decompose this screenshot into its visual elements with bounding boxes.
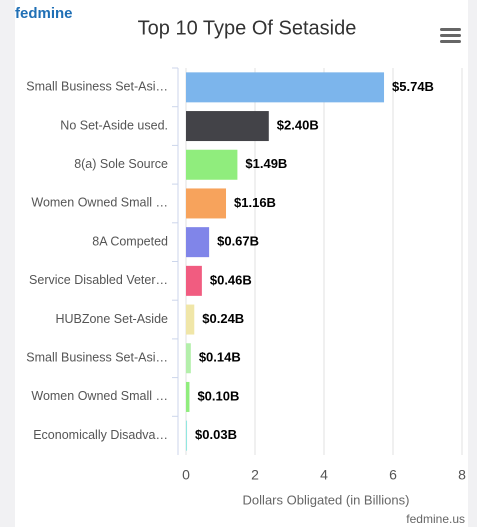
x-tick-label: 0 xyxy=(182,467,190,483)
chart-title: Top 10 Type Of Setaside xyxy=(138,17,357,39)
bar xyxy=(186,265,202,296)
value-label: $1.16B xyxy=(234,195,276,210)
y-tick-label: Small Business Set-Asi… xyxy=(26,351,168,365)
bar xyxy=(186,343,191,374)
brand-logo: fedmine xyxy=(15,5,73,22)
y-tick-label: Small Business Set-Asi… xyxy=(26,80,168,94)
y-tick-label: 8(a) Sole Source xyxy=(74,157,168,171)
bar xyxy=(186,111,269,142)
bar xyxy=(186,227,210,258)
value-label: $0.14B xyxy=(199,350,241,365)
value-label: $0.10B xyxy=(197,388,239,403)
value-label: $0.24B xyxy=(202,311,244,326)
credit: fedmine.us xyxy=(406,512,465,526)
bar xyxy=(186,149,238,180)
y-tick-label: No Set-Aside used. xyxy=(60,118,168,132)
bar xyxy=(186,72,385,103)
value-label: $0.46B xyxy=(210,272,252,287)
y-tick-label: Women Owned Small … xyxy=(31,389,168,403)
bar xyxy=(186,420,188,451)
bar xyxy=(186,304,195,335)
y-tick-label: 8A Competed xyxy=(92,234,168,248)
x-tick-label: 8 xyxy=(458,467,466,483)
value-label: $0.03B xyxy=(195,427,237,442)
bar xyxy=(186,188,227,219)
bar xyxy=(186,381,190,412)
x-axis-title: Dollars Obligated (in Billions) xyxy=(243,492,410,507)
y-tick-label: HUBZone Set-Aside xyxy=(55,312,168,326)
x-tick-label: 4 xyxy=(320,467,328,483)
y-tick-label: Economically Disadva… xyxy=(33,428,168,442)
menu-button[interactable] xyxy=(440,28,461,43)
value-label: $1.49B xyxy=(245,156,287,171)
top-credit: fedmine.us xyxy=(405,0,464,3)
value-label: $2.40B xyxy=(277,117,319,132)
value-label: $5.74B xyxy=(392,79,434,94)
y-tick-label: Women Owned Small … xyxy=(31,196,168,210)
x-tick-label: 2 xyxy=(251,467,259,483)
x-tick-label: 6 xyxy=(389,467,397,483)
y-tick-label: Service Disabled Veter… xyxy=(29,273,168,287)
value-label: $0.67B xyxy=(217,234,259,249)
